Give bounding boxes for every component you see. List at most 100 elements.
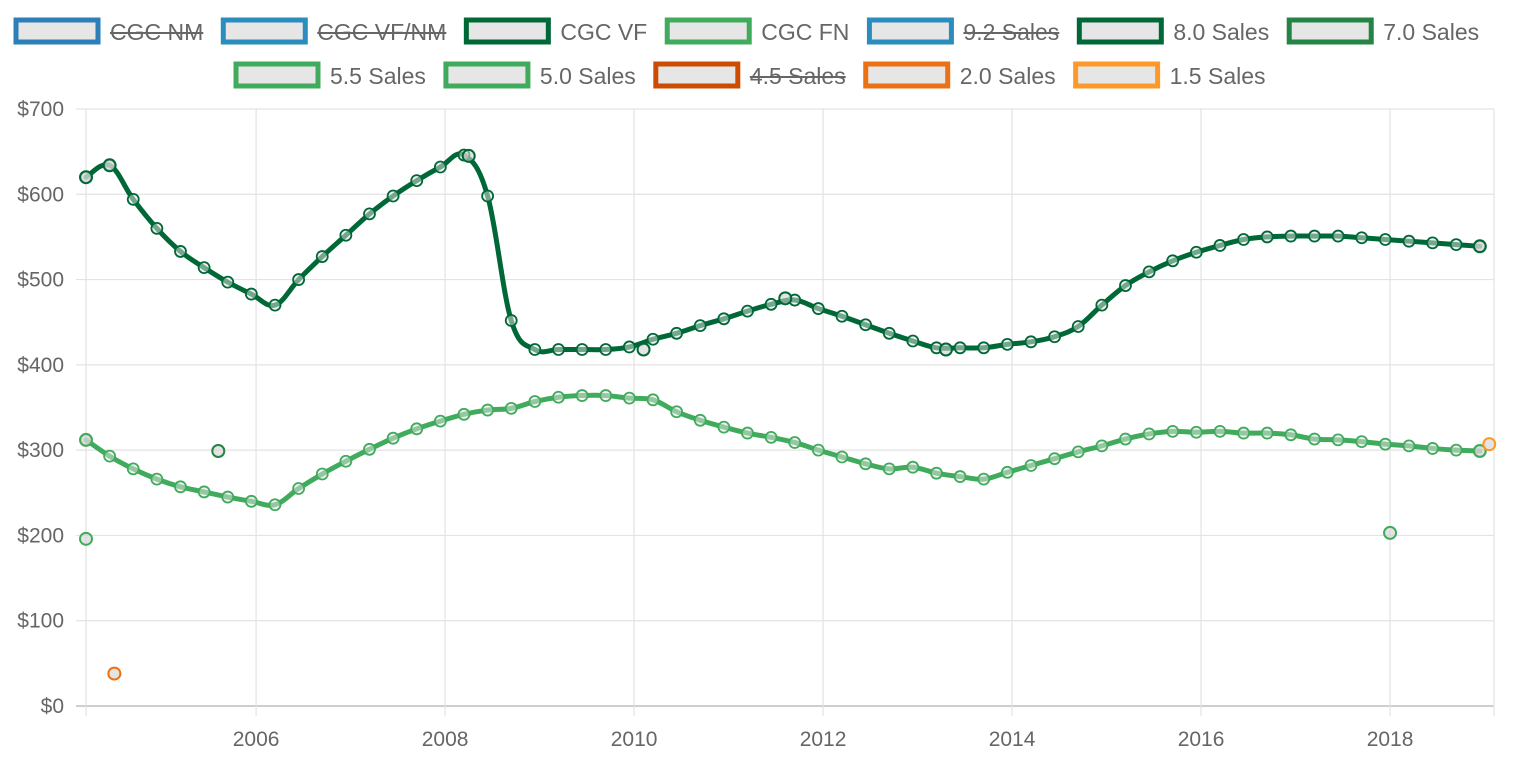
data-point-cgc-fn[interactable] [528,395,542,408]
data-point-cgc-fn[interactable] [1095,439,1109,453]
data-point-cgc-fn[interactable] [811,443,825,457]
data-point-cgc-fn[interactable] [622,391,636,405]
data-point-cgc-fn[interactable] [552,390,565,404]
data-point-cgc-fn[interactable] [174,480,187,494]
sale-point-8-0-sales[interactable] [102,158,117,173]
data-point-cgc-vf[interactable] [1378,233,1392,246]
legend-item-cgc-vf[interactable]: CGC VF [463,17,647,45]
data-point-cgc-vf[interactable] [1213,239,1227,252]
data-point-cgc-vf[interactable] [764,297,778,311]
data-point-cgc-vf[interactable] [1308,229,1321,243]
data-point-cgc-vf[interactable] [126,193,140,206]
data-point-cgc-vf[interactable] [1449,238,1463,252]
legend-item-cgc-fn[interactable]: CGC FN [664,17,849,45]
data-point-cgc-fn[interactable] [1260,426,1274,440]
data-point-cgc-vf[interactable] [1000,337,1014,351]
sale-point-8-0-sales[interactable] [778,291,793,306]
data-point-cgc-fn[interactable] [906,460,920,474]
sale-point-8-0-sales[interactable] [636,342,651,357]
data-point-cgc-vf[interactable] [292,273,306,286]
data-point-cgc-fn[interactable] [268,498,282,512]
data-point-cgc-fn[interactable] [386,431,400,445]
data-point-cgc-vf[interactable] [528,343,542,356]
data-point-cgc-vf[interactable] [953,341,967,355]
data-point-cgc-vf[interactable] [1095,298,1109,312]
data-point-cgc-vf[interactable] [1331,229,1345,243]
data-point-cgc-vf[interactable] [1142,265,1156,279]
sale-point-5-5-sales[interactable] [1472,443,1487,458]
data-point-cgc-vf[interactable] [906,334,920,348]
sale-point-5-5-sales[interactable] [1383,525,1398,540]
data-point-cgc-vf[interactable] [1402,234,1416,248]
legend-item-8-0-sales[interactable]: 8.0 Sales [1076,17,1269,45]
data-point-cgc-fn[interactable] [292,482,306,495]
data-point-cgc-fn[interactable] [1308,432,1321,446]
data-point-cgc-fn[interactable] [859,457,872,471]
data-point-cgc-vf[interactable] [1119,279,1132,292]
sale-point-1-5-sales[interactable] [1482,437,1497,452]
data-point-cgc-fn[interactable] [646,393,660,407]
legend-item-4-5-sales[interactable]: 4.5 Sales [653,61,846,89]
data-point-cgc-vf[interactable] [1426,236,1439,250]
data-point-cgc-vf[interactable] [481,189,495,203]
data-point-cgc-vf[interactable] [363,207,376,221]
data-point-cgc-vf[interactable] [552,343,565,356]
data-point-cgc-vf[interactable] [622,340,636,354]
data-point-cgc-fn[interactable] [433,414,447,428]
sale-point-5-5-sales[interactable] [79,531,93,546]
data-point-cgc-vf[interactable] [1237,233,1250,246]
data-point-cgc-vf[interactable] [386,189,400,203]
sale-point-5-5-sales[interactable] [79,432,93,447]
data-point-cgc-fn[interactable] [504,401,518,415]
data-point-cgc-fn[interactable] [1284,428,1298,442]
data-point-cgc-fn[interactable] [221,490,235,504]
data-point-cgc-fn[interactable] [717,420,731,434]
data-point-cgc-fn[interactable] [1142,427,1156,441]
legend-item-7-0-sales[interactable]: 7.0 Sales [1286,17,1479,45]
sale-point-8-0-sales[interactable] [461,148,476,163]
data-point-cgc-fn[interactable] [1237,426,1250,440]
data-point-cgc-vf[interactable] [1355,231,1369,245]
legend-item-9-2-sales[interactable]: 9.2 Sales [866,17,1060,45]
data-point-cgc-fn[interactable] [197,485,211,499]
data-point-cgc-vf[interactable] [741,304,754,318]
data-point-cgc-fn[interactable] [244,494,258,508]
data-point-cgc-fn[interactable] [953,470,967,483]
data-point-cgc-fn[interactable] [481,403,495,417]
data-point-cgc-vf[interactable] [1024,335,1038,349]
data-point-cgc-vf[interactable] [433,160,447,174]
data-point-cgc-fn[interactable] [764,430,778,444]
data-point-cgc-fn[interactable] [315,467,329,481]
data-point-cgc-fn[interactable] [575,389,589,402]
data-point-cgc-vf[interactable] [268,298,282,312]
sale-point-8-0-sales[interactable] [1472,239,1487,254]
data-point-cgc-vf[interactable] [174,245,187,258]
data-point-cgc-fn[interactable] [410,422,424,436]
data-point-cgc-vf[interactable] [504,314,518,327]
data-point-cgc-vf[interactable] [1260,230,1274,244]
legend-item-cgc-vf-nm[interactable]: CGC VF/NM [220,17,447,45]
data-point-cgc-fn[interactable] [339,454,353,468]
data-point-cgc-vf[interactable] [339,228,353,242]
data-point-cgc-fn[interactable] [1000,465,1014,479]
data-point-cgc-fn[interactable] [835,450,849,464]
data-point-cgc-fn[interactable] [882,462,896,476]
data-point-cgc-fn[interactable] [599,389,613,402]
legend-item-1-5-sales[interactable]: 1.5 Sales [1073,61,1266,89]
legend-item-5-5-sales[interactable]: 5.5 Sales [233,61,426,89]
data-point-cgc-vf[interactable] [693,319,707,333]
data-point-cgc-fn[interactable] [1331,433,1345,447]
data-point-cgc-fn[interactable] [1189,425,1203,439]
data-point-cgc-vf[interactable] [410,174,424,188]
data-point-cgc-vf[interactable] [197,261,211,275]
legend-item-cgc-nm[interactable]: CGC NM [13,17,204,45]
data-point-cgc-fn[interactable] [788,436,802,449]
data-point-cgc-vf[interactable] [1284,229,1298,243]
data-point-cgc-vf[interactable] [811,302,825,315]
data-point-cgc-vf[interactable] [1071,320,1085,333]
data-point-cgc-vf[interactable] [882,326,896,340]
legend-item-5-0-sales[interactable]: 5.0 Sales [443,61,636,89]
data-point-cgc-vf[interactable] [646,332,660,346]
data-point-cgc-fn[interactable] [1402,439,1416,453]
data-point-cgc-fn[interactable] [670,405,684,419]
